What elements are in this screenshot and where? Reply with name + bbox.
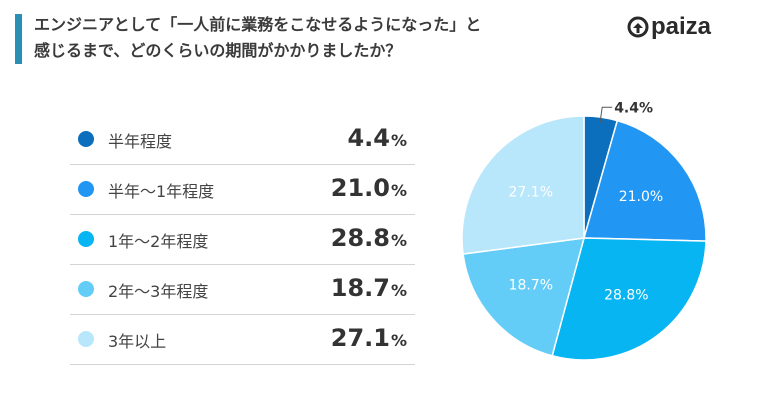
pie-slice-label: 21.0% [619,189,663,205]
legend-label: 半年～1年程度 [108,182,215,201]
legend-row: 半年程度 4.4% [70,115,415,165]
pie-slice [461,115,585,255]
legend-dot-icon [78,281,94,297]
legend-dot-icon [78,231,94,247]
paiza-logo: paiza [627,12,711,42]
pie-slice-label: 28.8% [604,288,648,304]
legend-value-unit: % [390,281,407,300]
page-title: エンジニアとして「一人前に業務をこなせるようになった」と 感じるまで、どのくらい… [34,12,574,64]
legend-value-number: 28.8 [330,224,390,252]
legend-dot-icon [78,181,94,197]
legend-value-unit: % [390,131,407,150]
legend-row: 3年以上 27.1% [70,315,415,365]
paiza-logo-icon [627,16,649,38]
legend-label: 半年程度 [108,132,173,151]
legend-value-number: 4.4 [347,124,390,152]
legend-value-unit: % [390,181,407,200]
legend-label: 1年～2年程度 [108,232,209,251]
legend-value: 18.7% [331,274,407,302]
legend-row: 2年～3年程度 18.7% [70,265,415,315]
legend: 半年程度 4.4% 半年～1年程度 21.0% 1年～2年程度 28.8% 2年～3年程度 1… [70,115,415,365]
pie-slice-label: 18.7% [509,278,553,294]
legend-label: 2年～3年程度 [108,282,209,301]
legend-label: 3年以上 [108,332,167,351]
legend-value-number: 27.1 [330,324,390,352]
title-accent-bar [15,14,22,64]
pie-slice [462,237,586,357]
legend-row: 半年～1年程度 21.0% [70,165,415,215]
legend-value-number: 18.7 [330,274,390,302]
legend-value-unit: % [390,331,407,350]
title-line-2: 感じるまで、どのくらいの期間がかかりましたか？ [34,41,402,60]
title-line-1: エンジニアとして「一人前に業務をこなせるようになった」と [34,15,482,34]
pie-slice [551,237,707,361]
legend-value: 27.1% [331,324,407,352]
legend-value-number: 21.0 [330,174,390,202]
legend-value: 28.8% [331,224,407,252]
pie-chart: 4.4% 21.0% 28.8% 18.7% 27.1% [461,100,707,361]
legend-row: 1年～2年程度 28.8% [70,215,415,265]
legend-dot-icon [78,331,94,347]
logo-text: paiza [651,13,712,40]
legend-dot-icon [78,131,94,147]
pie-slice-label: 4.4% [614,100,653,116]
pie-leader-line [599,106,613,124]
pie-slice [583,119,707,242]
legend-value-unit: % [390,231,407,250]
legend-value: 21.0% [331,174,407,202]
pie-slice-label: 27.1% [509,184,553,200]
legend-value: 4.4% [347,124,407,152]
